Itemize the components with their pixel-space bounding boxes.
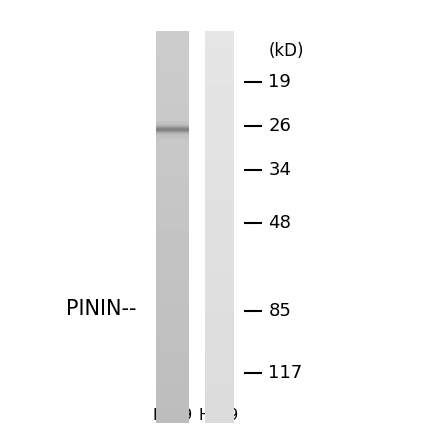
Text: HT29: HT29 [199, 408, 239, 423]
Text: (kD): (kD) [268, 42, 304, 60]
Text: HT29: HT29 [153, 408, 193, 423]
Text: 85: 85 [268, 302, 291, 320]
Text: PININ--: PININ-- [66, 299, 136, 319]
Text: 34: 34 [268, 161, 291, 179]
Text: 48: 48 [268, 214, 291, 232]
Text: 26: 26 [268, 117, 291, 135]
Text: 19: 19 [268, 73, 291, 90]
Text: 117: 117 [268, 364, 303, 381]
